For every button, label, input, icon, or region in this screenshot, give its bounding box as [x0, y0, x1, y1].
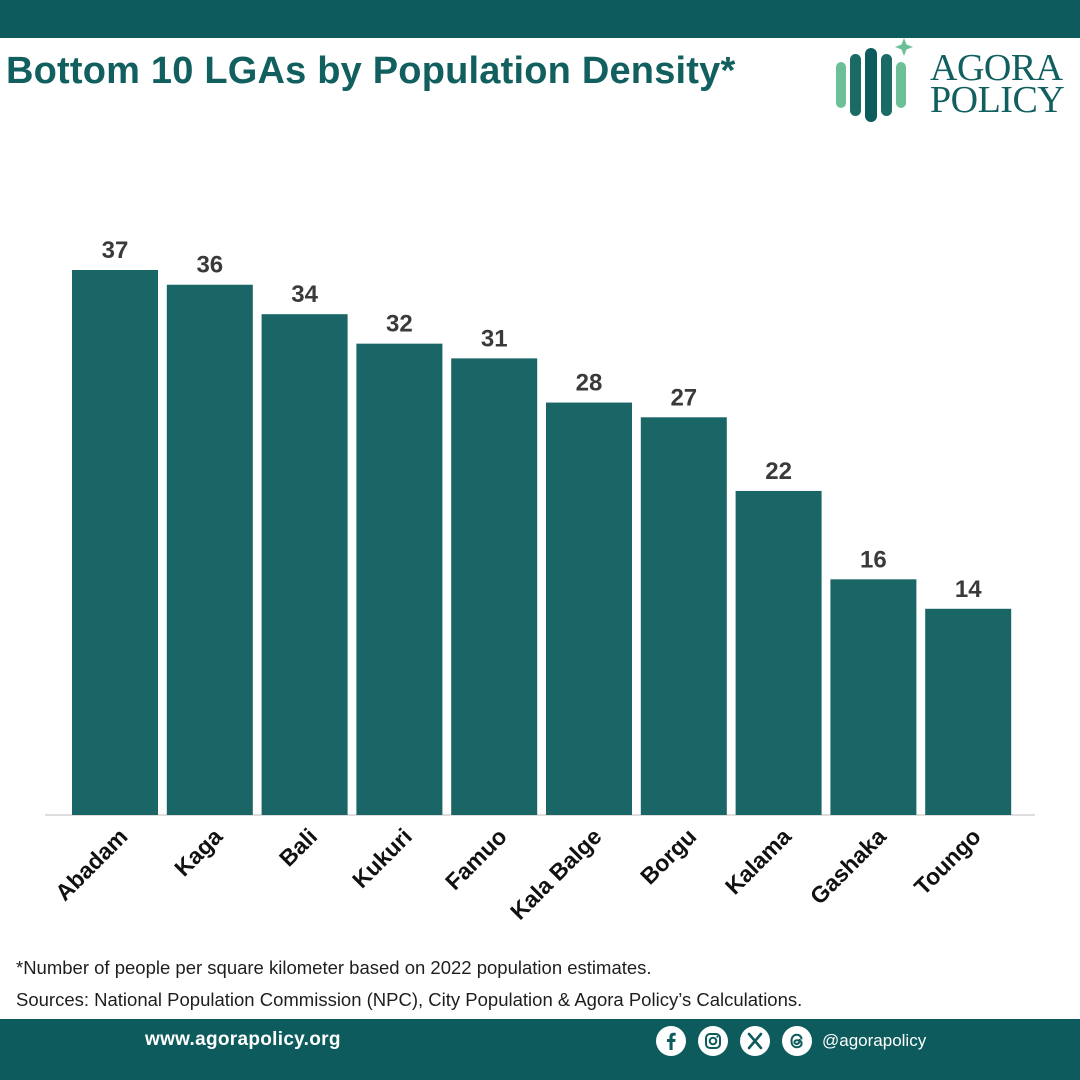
- value-label: 22: [765, 458, 792, 485]
- logo-wordmark: AGORA POLICY: [930, 47, 1080, 121]
- category-label: Kala Balge: [505, 823, 607, 925]
- bar-borgu: [640, 417, 727, 815]
- bar-kalama: [735, 490, 822, 815]
- threads-icon[interactable]: [782, 1026, 812, 1056]
- bar-chart: 37 36 34 32 31 28 27 22 16 14 Abadam Kaga Bali Kukur…: [45, 237, 1035, 925]
- agora-policy-logo: AGORA POLICY: [834, 38, 1080, 124]
- value-label: 28: [576, 370, 603, 397]
- category-label: Abadam: [50, 823, 133, 906]
- instagram-icon[interactable]: [698, 1026, 728, 1056]
- value-label: 32: [386, 311, 413, 338]
- logo-line-2: POLICY: [930, 79, 1065, 121]
- value-label: 37: [102, 237, 129, 264]
- footer-bar: www.agorapolicy.org @agorapolicy: [0, 1019, 1080, 1080]
- value-label: 16: [860, 546, 887, 573]
- bar-famuo: [451, 358, 538, 815]
- sources-note: Sources: National Population Commission …: [16, 989, 803, 1010]
- category-label: Kaga: [169, 823, 227, 881]
- chart-title: Bottom 10 LGAs by Population Density*: [6, 50, 736, 92]
- top-band: [0, 0, 1080, 38]
- value-label: 34: [291, 281, 318, 308]
- bar-kukuri: [356, 343, 443, 815]
- category-label: Borgu: [635, 823, 701, 889]
- facebook-icon[interactable]: [656, 1026, 686, 1056]
- value-labels-group: 37 36 34 32 31 28 27 22 16 14: [102, 237, 983, 603]
- bar-abadam: [72, 270, 158, 815]
- footnote: *Number of people per square kilometer b…: [16, 957, 652, 978]
- category-label: Famuo: [440, 823, 512, 895]
- bar-gashaka: [830, 579, 917, 815]
- logo-mark-icon: [836, 38, 913, 122]
- category-label: Gashaka: [805, 823, 891, 909]
- bar-kaga: [166, 284, 253, 815]
- bar-kala-balge: [546, 402, 632, 815]
- x-icon[interactable]: [740, 1026, 770, 1056]
- bar-toungo: [925, 608, 1012, 815]
- category-label: Toungo: [909, 823, 986, 900]
- category-label: Kukuri: [347, 823, 417, 893]
- website-link[interactable]: www.agorapolicy.org: [145, 1029, 341, 1050]
- value-label: 14: [955, 576, 982, 603]
- social-links: @agorapolicy: [656, 1026, 927, 1056]
- bars-group: [72, 270, 1012, 815]
- value-label: 27: [670, 384, 697, 411]
- value-label: 31: [481, 325, 508, 352]
- category-label: Kalama: [720, 823, 796, 899]
- category-label: Bali: [274, 823, 322, 871]
- logo-line-1: AGORA: [930, 47, 1063, 89]
- bar-bali: [261, 314, 348, 815]
- value-label: 36: [196, 252, 223, 279]
- social-handle[interactable]: @agorapolicy: [822, 1031, 927, 1050]
